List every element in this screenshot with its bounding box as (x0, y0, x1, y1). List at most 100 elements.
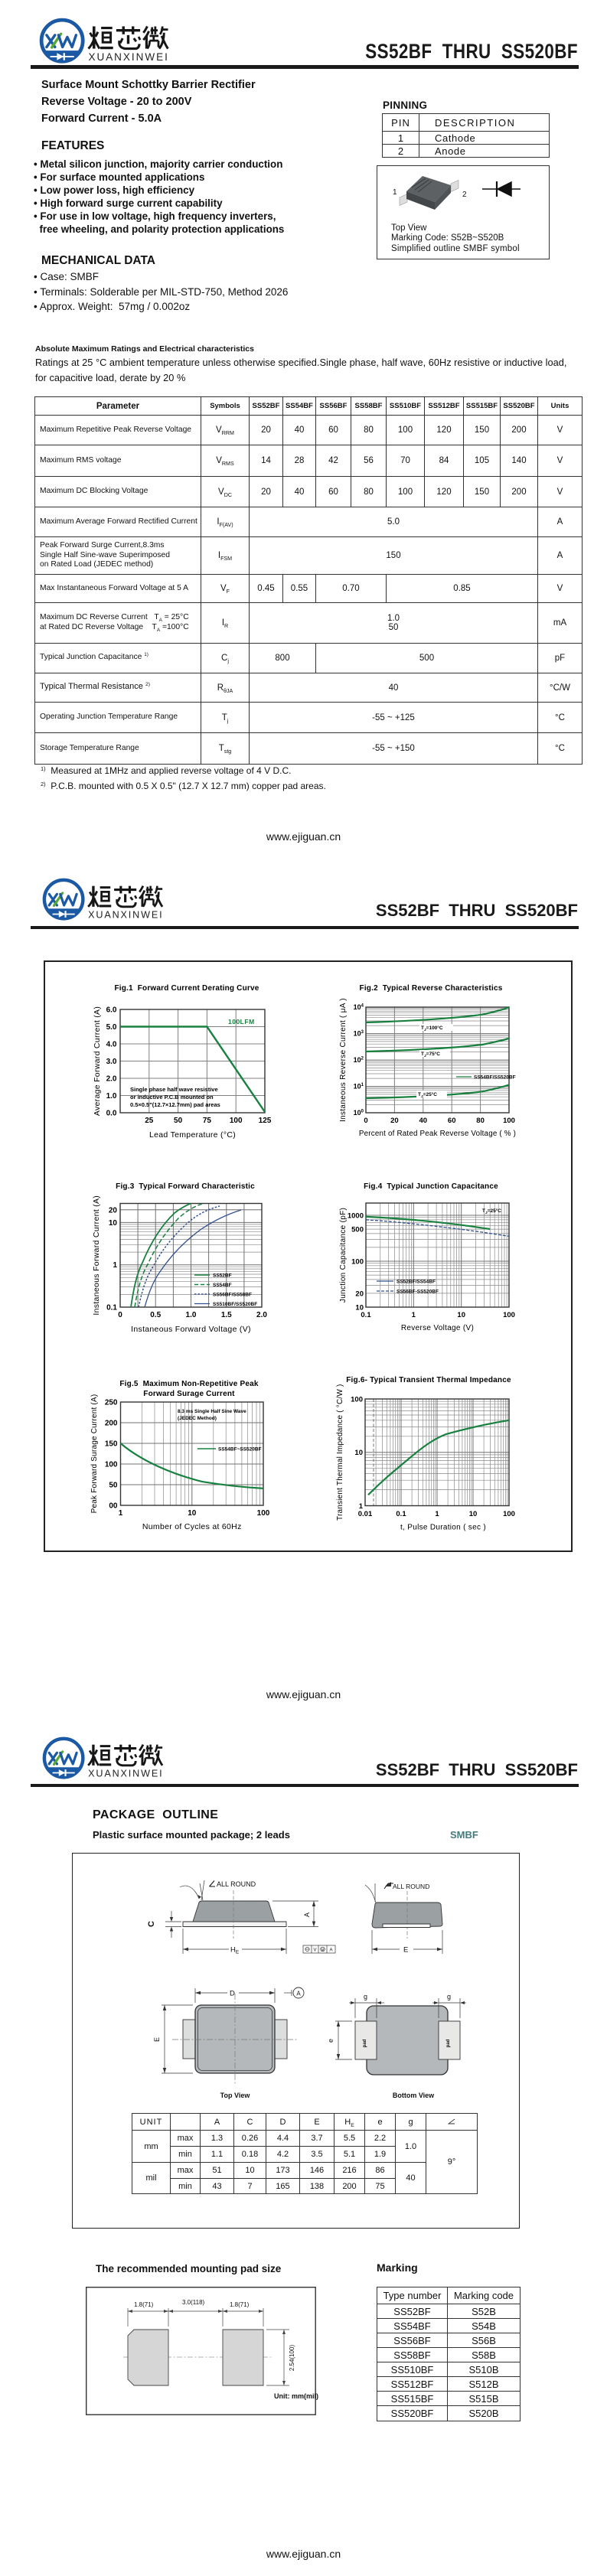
svg-text:Fig.4 Typical Junction Capaci: Fig.4 Typical Junction Capacitance (364, 1182, 498, 1191)
svg-text:40: 40 (419, 1117, 428, 1125)
svg-text:200: 200 (105, 1420, 118, 1428)
svg-text:10: 10 (469, 1510, 478, 1518)
svg-text:TJ=75°C: TJ=75°C (421, 1051, 440, 1058)
svg-text:1: 1 (435, 1510, 439, 1518)
svg-text:Number of Cycles at 60Hz: Number of Cycles at 60Hz (142, 1522, 242, 1531)
svg-text:0.1: 0.1 (106, 1304, 117, 1312)
svg-text:75: 75 (203, 1117, 212, 1125)
svg-text:1.8(71): 1.8(71) (134, 2301, 154, 2308)
svg-text:50: 50 (174, 1117, 183, 1125)
svg-text:pad: pad (446, 2039, 451, 2047)
svg-text:TJ=25°C: TJ=25°C (418, 1091, 437, 1099)
svg-text:0.5×0.5"(12.7×12.7mm) pad are: 0.5×0.5"(12.7×12.7mm) pad areas (130, 1101, 220, 1108)
svg-text:60: 60 (448, 1117, 456, 1125)
svg-text:0.0: 0.0 (106, 1110, 117, 1118)
svg-text:E: E (403, 1946, 408, 1955)
svg-text:2.54(100): 2.54(100) (289, 2345, 295, 2372)
svg-text:Junction Capacitance (pF): Junction Capacitance (pF) (339, 1208, 348, 1303)
svg-text:0.1: 0.1 (396, 1510, 406, 1518)
svg-text:e: e (327, 2039, 335, 2043)
svg-text:10: 10 (109, 1219, 118, 1228)
svg-text:103: 103 (354, 1030, 364, 1038)
svg-text:150: 150 (105, 1440, 118, 1449)
svg-text:Fig.1 Forward Current Deratin: Fig.1 Forward Current Derating Curve (114, 984, 259, 993)
svg-text:M: M (321, 1948, 325, 1952)
svg-text:5.0: 5.0 (106, 1023, 117, 1032)
svg-text:100LFM: 100LFM (228, 1018, 255, 1026)
svg-text:or inductive P.C.B mounted on: or inductive P.C.B mounted on (130, 1094, 214, 1101)
svg-text:Instaneous Reverse Current ( μ: Instaneous Reverse Current ( μA ) (339, 998, 348, 1122)
svg-text:1: 1 (119, 1509, 123, 1518)
svg-text:1.0: 1.0 (106, 1092, 117, 1101)
svg-text:50: 50 (109, 1482, 118, 1490)
svg-text:0.1: 0.1 (361, 1311, 371, 1319)
svg-text:10: 10 (355, 1304, 364, 1312)
svg-text:101: 101 (354, 1083, 364, 1091)
svg-text:Instaneous Forward Voltage (V): Instaneous Forward Voltage (V) (131, 1325, 251, 1334)
svg-text:10: 10 (354, 1449, 363, 1457)
svg-text:250: 250 (105, 1399, 118, 1407)
svg-text:100: 100 (354, 1109, 364, 1117)
svg-text:Reverse Voltage (V): Reverse Voltage (V) (401, 1324, 474, 1332)
svg-text:0: 0 (364, 1117, 367, 1125)
svg-text:SS52BF: SS52BF (213, 1273, 232, 1279)
svg-text:SS54BF: SS54BF (213, 1283, 232, 1288)
svg-text:Unit: mm(mil): Unit: mm(mil) (274, 2392, 318, 2400)
svg-text:Instaneous Forward Current (A): Instaneous Forward Current (A) (92, 1195, 101, 1316)
svg-text:10: 10 (188, 1509, 197, 1518)
svg-text:1: 1 (359, 1502, 364, 1511)
svg-text:100: 100 (105, 1461, 118, 1469)
svg-text:t, Pulse Duration ( sec ): t, Pulse Duration ( sec ) (400, 1524, 486, 1532)
svg-text:1000: 1000 (348, 1212, 364, 1221)
svg-text:100: 100 (503, 1117, 515, 1125)
svg-text:pad: pad (363, 2039, 367, 2047)
svg-text:Percent of Rated Peak Reverse: Percent of Rated Peak Reverse Voltage ( … (359, 1130, 516, 1138)
svg-text:100: 100 (257, 1509, 270, 1518)
svg-text:100: 100 (503, 1311, 515, 1319)
svg-text:Fig.2 Typical Reverse Charact: Fig.2 Typical Reverse Characteristics (360, 984, 503, 993)
svg-text:8.3 ms Single Half Sine Wave: 8.3 ms Single Half Sine Wave (178, 1409, 246, 1414)
svg-text:g: g (447, 1993, 451, 2000)
svg-text:Fig.6- Typical Transient Therm: Fig.6- Typical Transient Thermal Impedan… (346, 1376, 511, 1384)
svg-text:SS56BF/SS58BF: SS56BF/SS58BF (213, 1293, 252, 1298)
svg-text:Average Forward Current (A): Average Forward Current (A) (93, 1006, 102, 1116)
svg-text:0.5: 0.5 (150, 1311, 161, 1319)
svg-text:1: 1 (393, 188, 397, 197)
svg-text:(JEDEC Method): (JEDEC Method) (178, 1416, 217, 1421)
svg-text:20: 20 (390, 1117, 399, 1125)
svg-text:g: g (364, 1993, 367, 2000)
svg-text:SS54BF~SS520BF: SS54BF~SS520BF (218, 1447, 262, 1453)
svg-text:00: 00 (109, 1502, 118, 1511)
svg-text:100: 100 (351, 1258, 364, 1267)
svg-text:SS56BF-SS520BF: SS56BF-SS520BF (397, 1290, 439, 1295)
svg-text:104: 104 (354, 1003, 364, 1011)
svg-text:HE: HE (230, 1946, 240, 1955)
svg-text:TJ=25°C: TJ=25°C (482, 1208, 501, 1215)
svg-text:10: 10 (457, 1311, 465, 1319)
svg-text:500: 500 (351, 1226, 364, 1234)
svg-text:20: 20 (355, 1290, 364, 1298)
svg-text:1.0: 1.0 (186, 1311, 197, 1319)
svg-text:ALL ROUND: ALL ROUND (217, 1880, 256, 1888)
svg-text:20: 20 (109, 1206, 118, 1215)
svg-text:0.01: 0.01 (358, 1510, 373, 1518)
svg-text:3.0(118): 3.0(118) (182, 2299, 205, 2306)
svg-text:2.0: 2.0 (106, 1075, 117, 1084)
svg-text:Single phase half wave resisti: Single phase half wave resistive (130, 1086, 218, 1093)
svg-text:25: 25 (145, 1117, 154, 1125)
svg-text:C: C (147, 1921, 156, 1927)
svg-text:100: 100 (351, 1396, 363, 1404)
svg-text:Marking Code: S52B~S520B: Marking Code: S52B~S520B (391, 233, 504, 243)
svg-text:Fig.5 Maximum Non-Repetitive: Fig.5 Maximum Non-Repetitive Peak (119, 1380, 259, 1388)
svg-text:4.0: 4.0 (106, 1041, 117, 1049)
svg-text:0: 0 (118, 1311, 122, 1319)
svg-text:1.8(71): 1.8(71) (230, 2301, 250, 2308)
svg-text:D: D (230, 1990, 235, 1998)
svg-text:100: 100 (503, 1510, 515, 1518)
svg-text:Transient Thermal Impedance (: Transient Thermal Impedance ( °C/W ) (336, 1384, 344, 1521)
svg-text:80: 80 (476, 1117, 485, 1125)
svg-text:Top View: Top View (220, 2092, 251, 2099)
svg-text:SS54BF/SS520BF: SS54BF/SS520BF (474, 1075, 516, 1081)
svg-text:1: 1 (412, 1311, 416, 1319)
svg-text:ALL ROUND: ALL ROUND (393, 1883, 429, 1890)
